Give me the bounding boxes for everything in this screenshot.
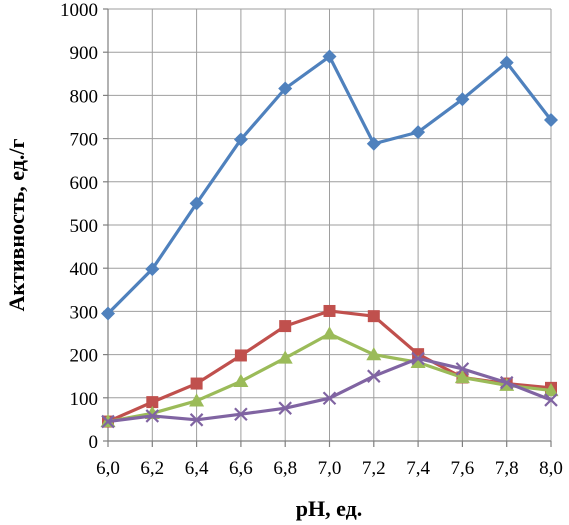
y-tick-label: 700	[70, 130, 99, 151]
data-point	[322, 49, 337, 64]
y-tick-label: 600	[70, 173, 99, 194]
tick-labels: 0 100 200 300 400 500 600 700 800 900 1000 6,0 6,2 6,…	[60, 0, 563, 479]
data-point	[322, 326, 337, 340]
x-tick-label: 6,2	[140, 458, 164, 479]
series-1	[101, 49, 558, 321]
y-axis-title: Активность, ед./г	[4, 138, 29, 311]
data-point	[189, 413, 204, 427]
data-point	[411, 351, 425, 366]
x-tick-label: 6,6	[229, 458, 253, 479]
data-point	[233, 132, 248, 147]
x-tick-label: 6,4	[185, 458, 209, 479]
data-point	[455, 362, 470, 376]
data-point	[366, 136, 381, 151]
x-tick-label: 7,2	[362, 458, 386, 479]
x-tick-label: 7,6	[451, 458, 475, 479]
data-point	[544, 393, 558, 407]
data-point	[146, 396, 159, 409]
data-point	[145, 409, 160, 423]
y-tick-label: 300	[70, 302, 99, 323]
y-tick-label: 800	[70, 86, 99, 107]
data-point	[277, 350, 293, 364]
data-point	[412, 348, 425, 361]
data-point	[543, 382, 559, 397]
axes	[103, 8, 552, 447]
data-point	[278, 81, 293, 96]
data-point	[233, 373, 249, 388]
x-tick-label: 7,4	[406, 458, 430, 479]
y-tick-label: 0	[89, 432, 99, 453]
data-point	[367, 369, 381, 383]
data-point	[145, 262, 160, 277]
y-tick-label: 100	[70, 389, 99, 410]
data-point	[499, 55, 514, 70]
x-tick-label: 7,0	[318, 458, 342, 479]
data-point	[189, 393, 205, 407]
series-group	[100, 49, 559, 429]
data-point	[411, 125, 426, 140]
data-point	[189, 196, 204, 211]
data-point	[410, 354, 426, 369]
data-point	[322, 391, 337, 406]
data-point	[455, 92, 470, 107]
data-point	[234, 407, 248, 421]
y-tick-label: 400	[70, 259, 99, 280]
data-point	[279, 320, 292, 333]
x-tick-label: 8,0	[539, 458, 563, 479]
data-point	[101, 306, 115, 321]
data-point	[234, 349, 247, 362]
data-point	[366, 347, 382, 361]
x-axis-title: pH, ед.	[296, 496, 362, 521]
data-point	[190, 377, 203, 390]
data-point	[323, 304, 336, 317]
x-tick-label: 6,8	[273, 458, 297, 479]
series-4	[101, 351, 558, 429]
x-tick-label: 6,0	[96, 458, 120, 479]
data-point	[278, 401, 292, 415]
data-point	[367, 310, 380, 323]
y-tick-label: 500	[70, 216, 99, 237]
y-tick-label: 1000	[60, 0, 98, 21]
data-point	[101, 414, 115, 429]
data-point	[454, 369, 470, 384]
y-tick-label: 200	[70, 346, 99, 367]
y-tick-label: 900	[70, 43, 99, 64]
data-point	[544, 113, 558, 128]
x-tick-label: 7,8	[495, 458, 519, 479]
data-point	[499, 375, 514, 390]
